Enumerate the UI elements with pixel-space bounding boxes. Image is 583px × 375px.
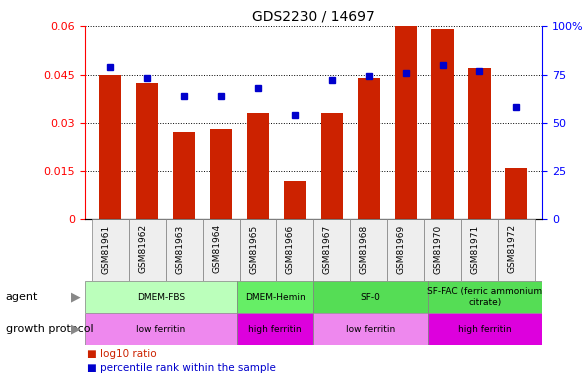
Bar xyxy=(431,30,454,219)
Text: GSM81969: GSM81969 xyxy=(396,224,406,274)
Bar xyxy=(240,219,276,281)
Bar xyxy=(166,219,203,281)
Text: agent: agent xyxy=(6,292,38,302)
Bar xyxy=(395,26,417,219)
Bar xyxy=(136,82,159,219)
Bar xyxy=(173,132,195,219)
Bar xyxy=(276,219,314,281)
Bar xyxy=(203,219,240,281)
Bar xyxy=(85,281,237,313)
Text: GSM81961: GSM81961 xyxy=(101,224,110,274)
Text: DMEM-Hemin: DMEM-Hemin xyxy=(245,292,305,302)
Title: GDS2230 / 14697: GDS2230 / 14697 xyxy=(252,10,375,24)
Text: GSM81971: GSM81971 xyxy=(470,224,479,274)
Text: growth protocol: growth protocol xyxy=(6,324,93,334)
Bar xyxy=(424,219,461,281)
Text: ■ log10 ratio: ■ log10 ratio xyxy=(87,350,157,359)
Bar xyxy=(350,219,387,281)
Text: GSM81962: GSM81962 xyxy=(138,224,147,273)
Text: high ferritin: high ferritin xyxy=(458,324,512,334)
Text: GSM81972: GSM81972 xyxy=(507,224,517,273)
Text: GSM81965: GSM81965 xyxy=(249,224,258,274)
Bar xyxy=(92,219,129,281)
Text: ■ percentile rank within the sample: ■ percentile rank within the sample xyxy=(87,363,276,373)
Text: GSM81966: GSM81966 xyxy=(286,224,295,274)
Text: GSM81963: GSM81963 xyxy=(175,224,184,274)
Bar xyxy=(321,113,343,219)
Text: low ferritin: low ferritin xyxy=(346,324,395,334)
Bar xyxy=(498,219,535,281)
Bar xyxy=(314,313,428,345)
Bar xyxy=(428,281,542,313)
Text: ▶: ▶ xyxy=(71,322,80,336)
Bar xyxy=(129,219,166,281)
Text: ▶: ▶ xyxy=(71,291,80,304)
Bar xyxy=(237,313,314,345)
Bar xyxy=(357,78,380,219)
Text: high ferritin: high ferritin xyxy=(248,324,302,334)
Text: GSM81964: GSM81964 xyxy=(212,224,221,273)
Bar xyxy=(314,219,350,281)
Text: SF-FAC (ferric ammonium
citrate): SF-FAC (ferric ammonium citrate) xyxy=(427,288,543,307)
Bar xyxy=(210,129,232,219)
Bar xyxy=(247,113,269,219)
Text: GSM81967: GSM81967 xyxy=(323,224,332,274)
Bar xyxy=(468,68,490,219)
Text: GSM81970: GSM81970 xyxy=(434,224,442,274)
Bar xyxy=(505,168,528,219)
Text: low ferritin: low ferritin xyxy=(136,324,185,334)
Text: DMEM-FBS: DMEM-FBS xyxy=(137,292,185,302)
Bar xyxy=(314,281,428,313)
Bar xyxy=(284,181,306,219)
Bar xyxy=(461,219,498,281)
Text: GSM81968: GSM81968 xyxy=(360,224,368,274)
Text: SF-0: SF-0 xyxy=(361,292,381,302)
Bar xyxy=(428,313,542,345)
Bar xyxy=(99,75,121,219)
Bar xyxy=(85,313,237,345)
Bar xyxy=(237,281,314,313)
Bar xyxy=(387,219,424,281)
